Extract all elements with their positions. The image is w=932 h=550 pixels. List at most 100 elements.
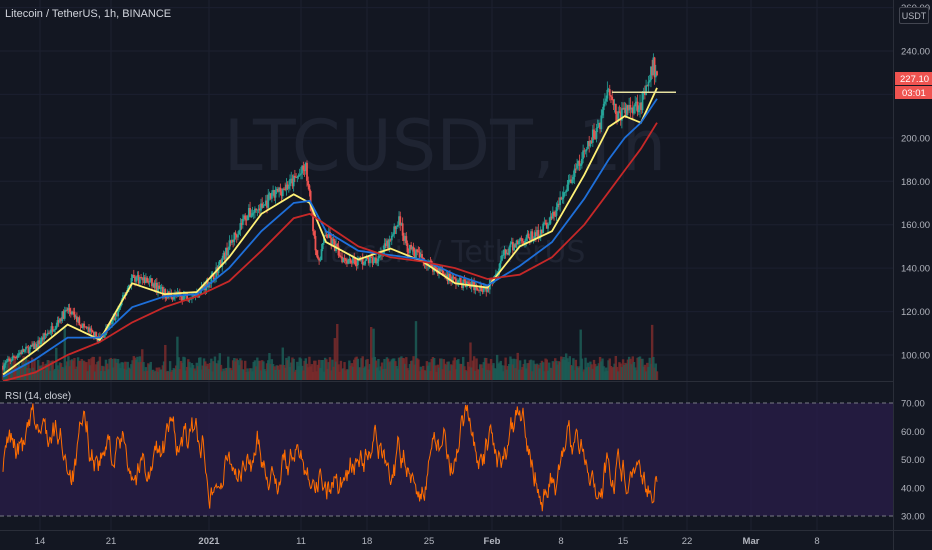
volume-bar <box>38 365 41 380</box>
candle-body <box>439 267 442 272</box>
volume-bar <box>97 360 100 380</box>
candle-body <box>560 197 563 200</box>
volume-bar <box>591 368 595 380</box>
volume-bar <box>446 361 449 380</box>
volume-bar <box>423 370 426 380</box>
volume-bar <box>569 365 573 380</box>
candle-body <box>355 265 358 266</box>
candle-body <box>249 207 251 218</box>
volume-bar <box>15 366 18 380</box>
candle-body <box>321 242 324 250</box>
volume-bar <box>149 361 152 380</box>
volume-bar <box>604 367 608 380</box>
candle-body <box>138 277 141 284</box>
volume-bar <box>214 363 218 380</box>
volume-bar <box>276 365 280 380</box>
volume-bar <box>494 368 498 380</box>
volume-bar <box>609 365 613 380</box>
volume-bar <box>443 363 447 380</box>
volume-bar <box>206 363 209 380</box>
candle-body <box>270 192 273 199</box>
time-axis[interactable]: 14 21 2021 11 18 25 Feb 8 15 22 Mar 8 <box>35 536 820 547</box>
volume-bar <box>126 361 129 380</box>
volume-bar <box>224 368 228 380</box>
candle-body <box>152 283 155 287</box>
volume-bar <box>7 357 11 380</box>
candle-body <box>573 168 576 177</box>
volume-bar <box>535 363 539 380</box>
volume-bar <box>521 367 524 380</box>
candle-body <box>27 347 30 353</box>
candle-body <box>90 328 93 331</box>
volume-bar <box>240 360 243 380</box>
volume-bar <box>34 370 37 380</box>
volume-bar <box>499 360 502 380</box>
candle-body <box>72 311 75 313</box>
time-tick-label: 21 <box>106 536 117 547</box>
volume-bar <box>376 367 379 380</box>
rsi-tick-label: 70.00 <box>901 399 925 410</box>
volume-bar <box>300 365 304 380</box>
volume-bar <box>575 366 579 380</box>
candle-body <box>302 165 305 170</box>
volume-bar <box>401 357 404 380</box>
candle-body <box>386 240 388 247</box>
candle-body <box>44 333 47 335</box>
candle-body <box>296 176 299 178</box>
candle-body <box>647 81 650 87</box>
candle-body <box>284 189 287 191</box>
volume-bar <box>641 358 644 380</box>
candle-body <box>94 332 96 339</box>
volume-bar <box>328 357 332 380</box>
volume-bar <box>365 359 368 380</box>
candle-body <box>42 337 44 340</box>
volume-bar <box>317 359 321 380</box>
volume-bar <box>135 359 138 380</box>
candle-body <box>648 80 651 82</box>
candle-body <box>329 232 331 238</box>
volume-bar <box>572 358 575 380</box>
candle-body <box>107 326 110 330</box>
volume-bar <box>366 359 369 380</box>
candle-body <box>458 278 461 281</box>
candle-body <box>273 190 276 198</box>
time-tick-label: 8 <box>814 536 819 547</box>
pane-divider[interactable] <box>0 381 893 382</box>
volume-bar <box>425 361 429 380</box>
rsi-axis[interactable]: 30.00 40.00 50.00 60.00 70.00 <box>901 399 925 523</box>
volume-bar <box>208 363 212 380</box>
volume-bar <box>629 358 632 380</box>
volume-bar <box>258 360 261 380</box>
volume-bar <box>190 363 194 380</box>
volume-bar <box>128 368 132 380</box>
volume-bar <box>109 357 112 380</box>
volume-bar <box>179 360 183 380</box>
time-tick-label: Feb <box>484 536 501 547</box>
volume-bar <box>617 371 620 380</box>
volume-bar <box>165 371 168 380</box>
candle-body <box>549 216 552 224</box>
last-price-label: 227.10 <box>900 74 929 85</box>
candle-body <box>5 361 8 363</box>
candle-body <box>337 246 340 256</box>
candle-body <box>79 325 82 327</box>
volume-bar <box>207 369 211 380</box>
volume-bar <box>92 356 96 380</box>
volume-bar <box>257 361 260 380</box>
candle-body <box>583 150 586 152</box>
currency-badge[interactable]: USDT <box>899 7 929 24</box>
volume-bar <box>170 371 173 380</box>
volume-bar <box>525 368 528 380</box>
volume-bar <box>578 366 581 380</box>
candle-body <box>366 257 369 260</box>
price-axis[interactable]: 100.00120.00140.00160.00180.00200.00220.… <box>901 3 930 361</box>
volume-bar <box>216 363 219 380</box>
candle-body <box>182 295 185 301</box>
rsi-pane[interactable] <box>0 402 893 517</box>
volume-bar <box>356 358 360 380</box>
volume-bar <box>543 371 546 380</box>
candle-body <box>289 179 291 187</box>
candle-body <box>614 103 617 114</box>
time-tick-label: 25 <box>424 536 435 547</box>
